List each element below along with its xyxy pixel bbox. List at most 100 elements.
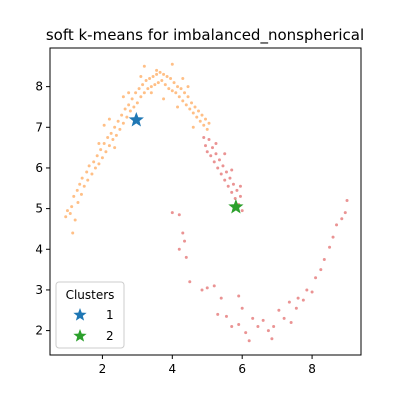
y-tick-label: 3 <box>35 283 43 297</box>
data-point <box>72 194 76 198</box>
data-point <box>141 83 145 87</box>
data-point <box>289 320 293 324</box>
data-point <box>205 127 209 131</box>
data-point <box>153 83 157 87</box>
data-point <box>71 231 75 235</box>
cluster-1-center-star <box>128 111 144 127</box>
data-point <box>174 91 178 95</box>
data-point <box>65 209 69 213</box>
data-point <box>345 198 349 202</box>
data-point <box>135 101 139 105</box>
data-point <box>228 176 232 180</box>
data-point <box>230 168 234 172</box>
data-point <box>177 247 181 251</box>
data-point <box>181 99 185 103</box>
legend-label-2: 2 <box>106 329 114 343</box>
data-point <box>109 131 113 135</box>
data-point <box>335 223 339 227</box>
data-point <box>137 87 141 91</box>
data-point <box>205 150 209 154</box>
y-tick-label: 8 <box>35 80 43 94</box>
data-point <box>64 215 68 219</box>
data-point <box>237 323 241 327</box>
data-point <box>204 117 207 121</box>
data-point <box>231 182 235 186</box>
data-point <box>230 190 234 194</box>
centers-layer <box>128 111 244 214</box>
data-point <box>165 74 169 78</box>
data-point <box>224 170 228 174</box>
data-point <box>102 123 106 127</box>
data-point <box>70 205 74 209</box>
cluster-2-center-star <box>228 198 244 214</box>
data-point <box>186 95 190 99</box>
data-point <box>226 184 230 188</box>
data-point <box>86 178 90 182</box>
data-point <box>214 142 218 146</box>
legend: Clusters 12 <box>55 281 125 349</box>
data-point <box>183 239 187 243</box>
data-point <box>217 158 221 162</box>
data-point <box>127 91 131 95</box>
data-point <box>296 296 300 300</box>
data-point <box>73 218 77 222</box>
data-point <box>144 79 148 83</box>
data-point <box>151 74 155 78</box>
x-tick-label: 6 <box>238 362 246 376</box>
data-point <box>193 105 197 109</box>
data-point <box>127 103 131 107</box>
data-point <box>177 95 181 99</box>
data-point <box>132 105 136 109</box>
data-point <box>170 62 174 66</box>
data-point <box>200 113 204 117</box>
data-point <box>130 97 134 101</box>
data-point <box>95 154 99 158</box>
data-point <box>202 135 206 139</box>
data-point <box>177 213 181 217</box>
data-point <box>176 85 180 89</box>
data-point <box>82 184 86 188</box>
data-point <box>216 312 220 316</box>
data-point <box>251 316 255 320</box>
data-point <box>121 95 125 99</box>
data-point <box>204 144 207 148</box>
data-point <box>155 72 159 76</box>
data-point <box>238 194 242 198</box>
data-point <box>184 255 188 259</box>
y-tick-label: 6 <box>35 161 43 175</box>
data-point <box>219 172 223 176</box>
x-axis: 2 4 6 8 <box>99 355 316 376</box>
data-point <box>216 166 220 170</box>
data-point <box>78 182 82 186</box>
data-point <box>219 296 223 300</box>
data-point <box>221 164 225 168</box>
data-point <box>184 103 188 107</box>
data-point <box>287 300 291 304</box>
plot-frame <box>49 47 362 356</box>
legend-entries: 12 <box>73 308 114 343</box>
data-point <box>190 101 194 105</box>
data-point <box>176 105 180 109</box>
data-point <box>160 79 164 83</box>
data-point <box>202 123 206 127</box>
data-point <box>191 125 195 129</box>
data-point <box>113 125 117 129</box>
data-point <box>75 188 79 192</box>
data-point <box>149 91 153 95</box>
data-point <box>319 268 323 272</box>
data-point <box>111 137 115 141</box>
data-point <box>247 339 251 343</box>
data-point <box>99 148 103 152</box>
data-point <box>301 298 305 302</box>
y-tick-label: 2 <box>35 324 43 338</box>
data-point <box>162 97 166 101</box>
legend-box <box>55 281 125 349</box>
data-point <box>155 68 159 72</box>
data-point <box>118 127 122 131</box>
y-axis: 2 3 4 5 6 7 8 <box>35 80 50 338</box>
data-point <box>146 87 150 91</box>
data-point <box>266 329 270 333</box>
y-tick-label: 4 <box>35 242 43 256</box>
data-point <box>233 196 237 200</box>
